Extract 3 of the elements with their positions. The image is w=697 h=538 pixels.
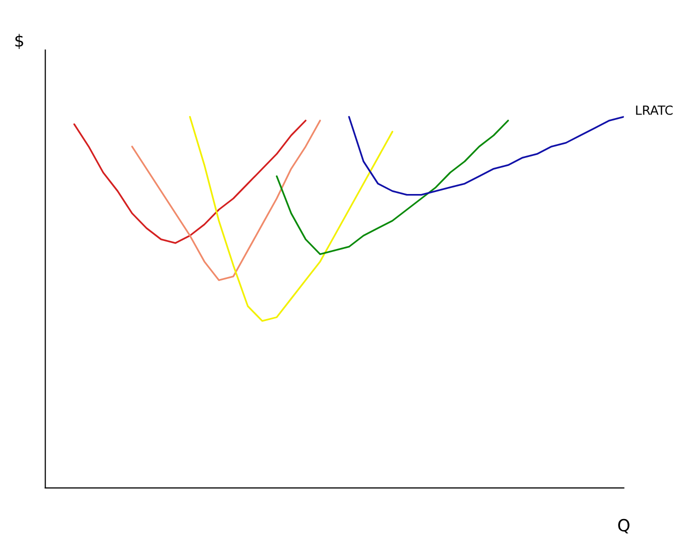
series-label: LRATC <box>636 105 673 115</box>
y-axis-title: $ <box>15 34 24 50</box>
x-axis-title: Q <box>618 518 630 534</box>
